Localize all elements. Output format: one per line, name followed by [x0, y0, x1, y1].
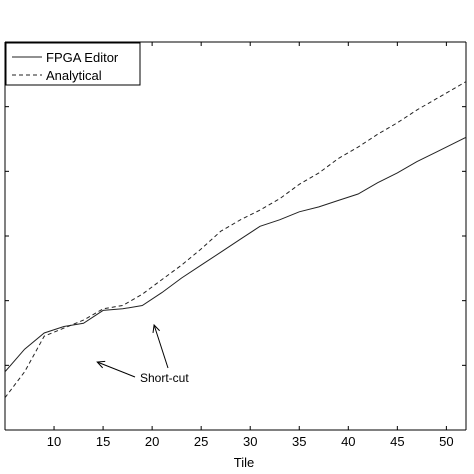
annotation-text: Short-cut: [140, 371, 189, 385]
x-tick-label: 15: [96, 434, 110, 449]
x-tick-label: 50: [439, 434, 453, 449]
annotation-arrow-left-head: [96, 360, 106, 369]
x-axis-ticks: 10 15 20 25 30 35 40 45 50: [47, 42, 454, 449]
legend: FPGA Editor Analytical: [5, 42, 141, 86]
annotation-arrow-left: [97, 361, 136, 378]
x-tick-label: 25: [194, 434, 208, 449]
x-axis-label: Tile: [234, 455, 254, 470]
legend-label: FPGA Editor: [46, 50, 119, 65]
x-tick-label: 10: [47, 434, 61, 449]
annotation-arrow-right: [153, 324, 169, 369]
legend-label: Analytical: [46, 68, 102, 83]
x-tick-label: 40: [341, 434, 355, 449]
annotation-arrow-right-head: [152, 323, 160, 333]
legend-box: [5, 42, 141, 86]
x-tick-label: 20: [145, 434, 159, 449]
series-layer: [5, 81, 466, 399]
annotation-layer: Short-cut: [96, 323, 189, 385]
series-line-fpga-editor: [5, 136, 466, 373]
x-tick-label: 45: [390, 434, 404, 449]
x-tick-label: 30: [243, 434, 257, 449]
plot-area: [4, 41, 467, 431]
series-line-analytical: [5, 81, 466, 399]
x-tick-label: 35: [292, 434, 306, 449]
